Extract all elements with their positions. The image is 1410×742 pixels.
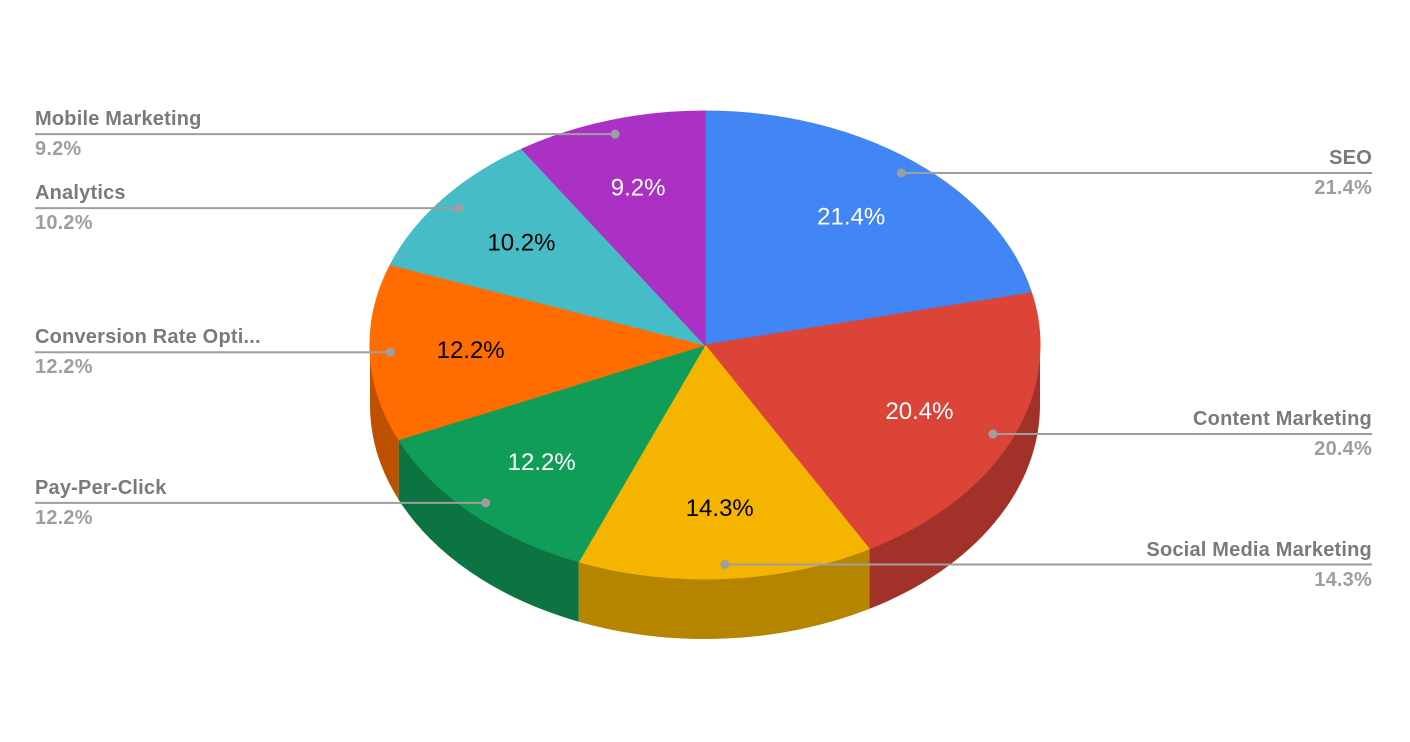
callout-dot-analytics [453,203,463,213]
slice-percent-label-seo: 21.4% [817,203,885,230]
callout-dot-social-media-marketing [720,560,730,570]
callout-dot-mobile-marketing [610,129,620,139]
slice-percent-label-mobile-marketing: 9.2% [611,175,666,202]
pie-slice-content-marketing-side[interactable] [869,345,1040,609]
slice-percent-label-pay-per-click: 12.2% [508,449,576,476]
pie-slice-mobile-marketing[interactable] [521,110,706,346]
callout-dot-conversion-rate-opti [385,347,395,357]
callout-dot-seo [896,168,906,178]
slice-percent-label-social-media-marketing: 14.3% [686,495,754,522]
pie-slice-pay-per-click[interactable] [398,344,706,563]
slice-percent-label-conversion-rate-opti: 12.2% [437,337,505,364]
pie-slices [369,110,1041,580]
callout-dot-pay-per-click [481,498,491,508]
pie-slice-social-media-marketing[interactable] [578,344,870,580]
slice-percent-label-analytics: 10.2% [487,230,555,257]
pie-slice-conversion-rate-opti-side[interactable] [370,345,399,500]
pie-slice-pay-per-click-side[interactable] [398,439,579,622]
callout-dot-content-marketing [988,429,998,439]
pie-slice-analytics[interactable] [389,148,706,346]
pie-slice-seo[interactable] [704,110,1033,346]
pie-side-walls [370,345,1040,640]
slice-pct-labels: 21.4% 20.4% 14.3% 12.2% 12.2% 10.2% 9.2% [437,175,954,522]
pie-slice-social-media-marketing-side[interactable] [578,548,870,640]
slice-percent-label-content-marketing: 20.4% [885,398,953,425]
callout-leaders [35,129,1372,570]
pie-slice-content-marketing[interactable] [704,292,1041,550]
